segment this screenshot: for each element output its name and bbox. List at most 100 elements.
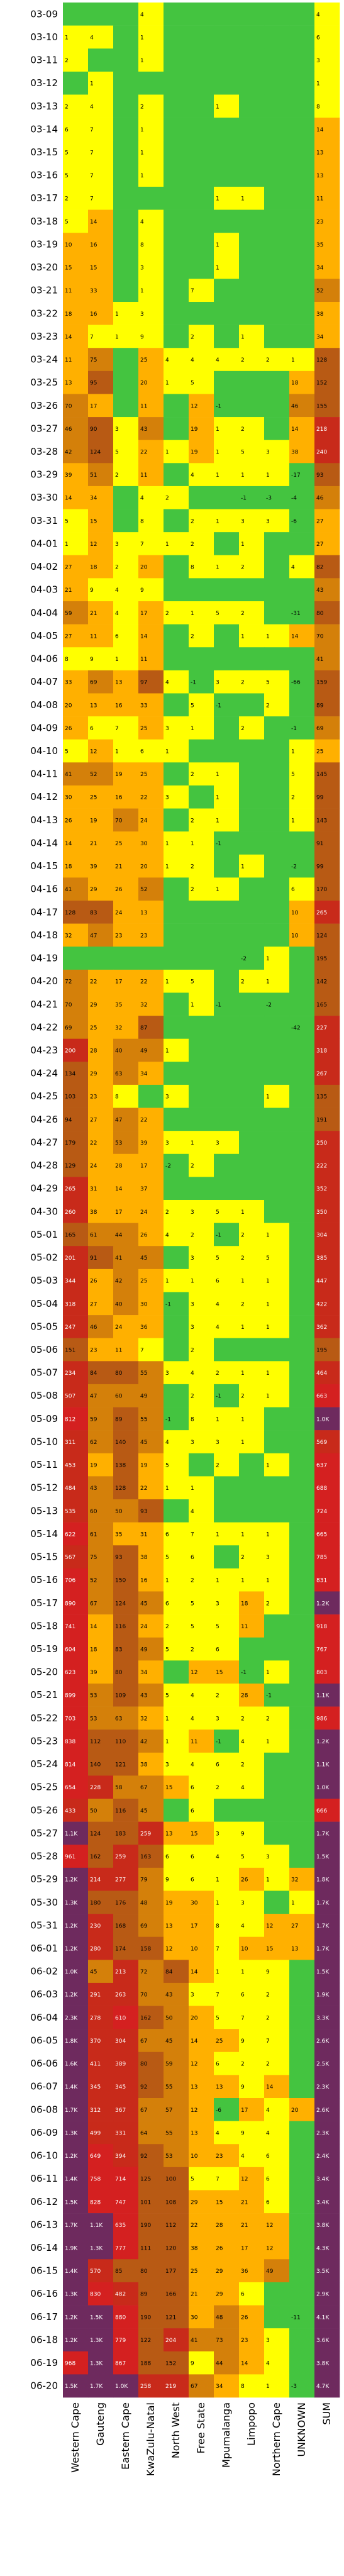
heatmap-cell xyxy=(314,808,340,832)
cell-value: 124 xyxy=(90,450,101,456)
cell-value: 1 xyxy=(216,242,219,248)
heatmap-cell xyxy=(113,1361,139,1385)
heatmap-cell xyxy=(189,2075,214,2099)
cell-value: 1 xyxy=(191,841,194,847)
heatmap-cell xyxy=(164,2259,189,2283)
cell-value: -2 xyxy=(291,864,297,870)
heatmap-cell xyxy=(63,186,89,210)
cell-value: 5 xyxy=(191,1624,194,1630)
heatmap-cell xyxy=(164,2075,189,2099)
cell-value: 9 xyxy=(191,2361,194,2367)
heatmap-cell xyxy=(138,2351,164,2375)
cell-value: 25 xyxy=(140,726,147,732)
row-label: 05-31 xyxy=(30,1919,58,1931)
heatmap-cell xyxy=(264,1522,290,1546)
cell-value: 741 xyxy=(65,1624,75,1630)
cell-value: 23 xyxy=(316,219,323,225)
cell-value: 5 xyxy=(165,1463,169,1469)
heatmap-cell xyxy=(164,1338,189,1362)
cell-value: 214 xyxy=(90,1877,101,1884)
cell-value: 9 xyxy=(90,587,94,594)
heatmap-cell xyxy=(164,1914,189,1937)
heatmap-cell xyxy=(138,555,164,579)
heatmap-cell xyxy=(164,901,189,924)
cell-value: 12 xyxy=(191,403,197,409)
cell-value: 24 xyxy=(90,1163,97,1170)
cell-value: 108 xyxy=(165,2199,176,2206)
heatmap-cell xyxy=(63,670,89,694)
heatmap-cell xyxy=(63,1453,89,1477)
heatmap-cell xyxy=(239,1338,265,1362)
heatmap-cell xyxy=(289,1568,315,1592)
heatmap-cell xyxy=(289,1430,315,1454)
cell-value: 1 xyxy=(316,81,320,87)
cell-value: 31 xyxy=(140,1531,147,1538)
cell-value: 28 xyxy=(115,1163,123,1170)
cell-value: 16 xyxy=(90,311,97,318)
heatmap-cell xyxy=(214,71,240,95)
heatmap-cell xyxy=(113,624,139,648)
heatmap-cell xyxy=(289,601,315,625)
heatmap-cell xyxy=(314,1430,340,1454)
heatmap-cell xyxy=(189,1084,214,1108)
cell-value: 260 xyxy=(65,1209,75,1216)
heatmap-cell xyxy=(164,94,189,118)
heatmap-cell xyxy=(214,2051,240,2075)
heatmap-cell xyxy=(113,186,139,210)
heatmap-cell xyxy=(264,1338,290,1362)
heatmap-cell xyxy=(138,325,164,348)
cell-value: 52 xyxy=(90,1578,97,1584)
heatmap-cell xyxy=(113,233,139,257)
cell-value: 14 xyxy=(291,426,299,433)
cell-value: 33 xyxy=(90,288,97,294)
heatmap-cell xyxy=(214,1936,240,1960)
heatmap-cell xyxy=(113,969,139,993)
heatmap-cell xyxy=(289,1821,315,1845)
cell-value: 4.1K xyxy=(316,2314,330,2321)
cell-value: 29 xyxy=(90,887,97,893)
cell-value: 227 xyxy=(316,1025,327,1031)
heatmap-cell xyxy=(138,808,164,832)
cell-value: 2 xyxy=(115,472,119,479)
heatmap-cell xyxy=(88,509,114,533)
heatmap-cell xyxy=(314,509,340,533)
heatmap-cell xyxy=(189,1982,214,2006)
cell-value: 129 xyxy=(65,1163,75,1170)
cell-value: 1 xyxy=(241,1209,245,1216)
heatmap-cell xyxy=(164,1845,189,1868)
heatmap-cell xyxy=(164,486,189,509)
cell-value: 2 xyxy=(241,1716,245,1722)
heatmap-cell xyxy=(239,164,265,187)
cell-value: 5 xyxy=(266,680,270,686)
cell-value: 14 xyxy=(90,219,97,225)
cell-value: 27 xyxy=(90,1301,97,1307)
heatmap-cell xyxy=(164,1614,189,1638)
cell-value: 2 xyxy=(140,104,144,110)
cell-value: 121 xyxy=(115,1762,126,1768)
heatmap-cell xyxy=(239,1637,265,1661)
cell-value: 93 xyxy=(140,1509,147,1515)
heatmap-cell xyxy=(314,1821,340,1845)
heatmap-cell xyxy=(88,808,114,832)
cell-value: 177 xyxy=(165,2268,176,2275)
heatmap-cell xyxy=(239,1453,265,1477)
heatmap-cell xyxy=(189,831,214,855)
heatmap-cell xyxy=(214,2305,240,2329)
heatmap-cell xyxy=(189,808,214,832)
cell-value: 22 xyxy=(140,450,147,456)
heatmap-cell xyxy=(189,486,214,509)
heatmap-cell xyxy=(138,1845,164,1868)
cell-value: 25 xyxy=(316,749,323,755)
cell-value: 1 xyxy=(191,1485,194,1492)
heatmap-cell xyxy=(113,2259,139,2283)
cell-value: 5 xyxy=(291,772,295,778)
heatmap-cell xyxy=(314,1568,340,1592)
heatmap-cell xyxy=(239,1200,265,1223)
heatmap-cell xyxy=(88,901,114,924)
cell-value: 159 xyxy=(316,680,327,686)
heatmap-cell xyxy=(214,947,240,970)
heatmap-cell xyxy=(289,394,315,418)
cell-value: 2.3K xyxy=(65,2015,78,2021)
heatmap-cell xyxy=(164,2213,189,2236)
cell-value: 42 xyxy=(115,1279,122,1285)
